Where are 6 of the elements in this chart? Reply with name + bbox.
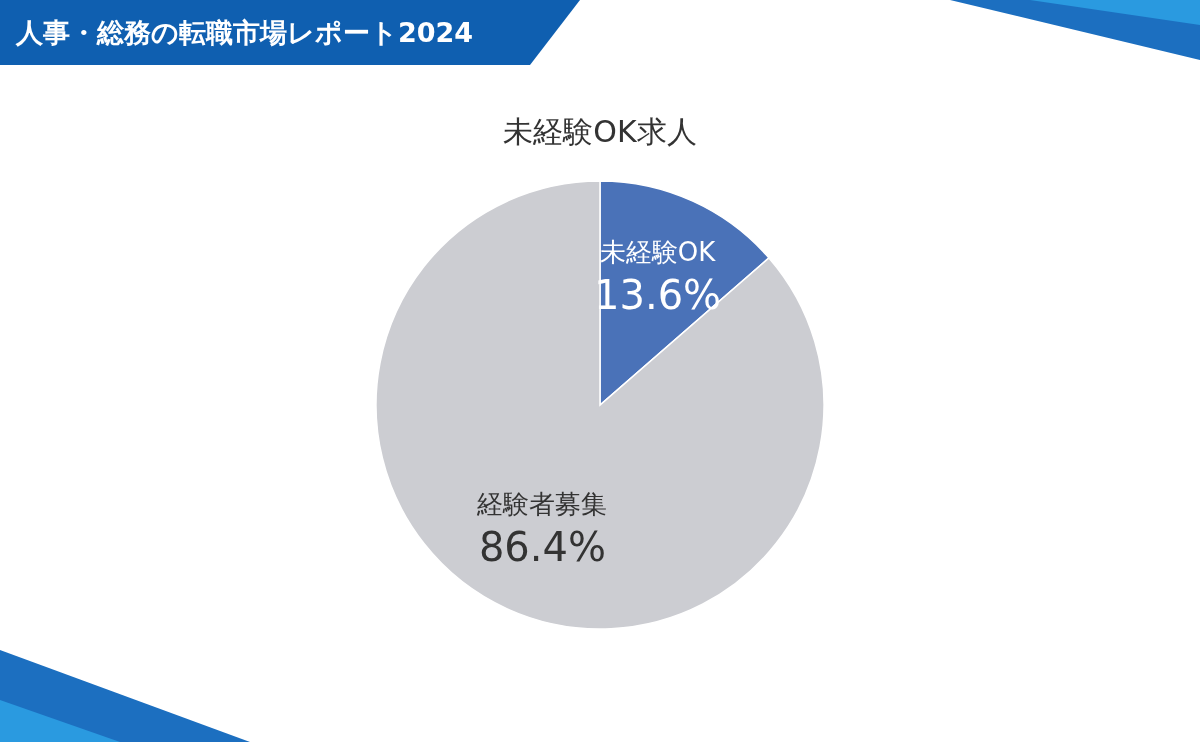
slice-label: 経験者募集 [476,489,608,520]
chart-title: 未経験OK求人 [503,114,697,149]
data-label: 86.4% [478,524,606,571]
pie-slice [375,180,825,630]
text: 人事・総務の転職市場レポート2024 [15,17,474,48]
slice-label: 未経験OK [599,236,717,267]
